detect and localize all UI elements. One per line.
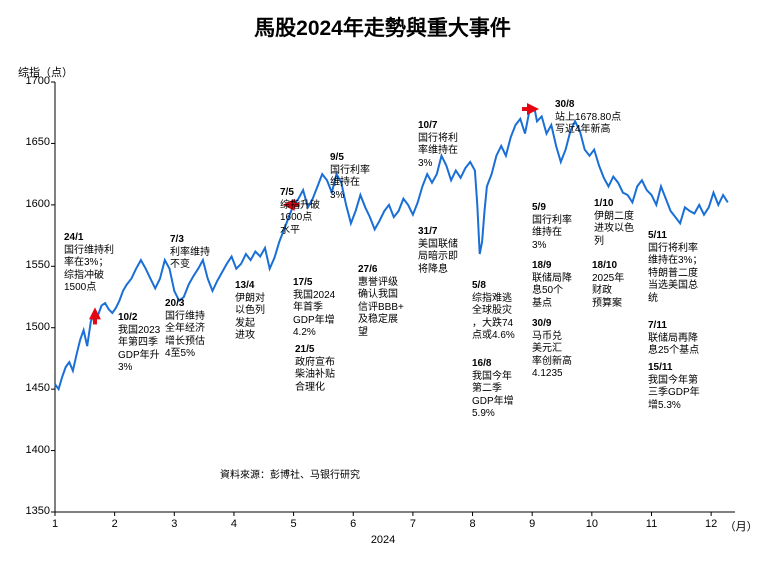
annotation: 24/1国行维持利 率在3%； 综指冲破 1500点: [64, 232, 114, 295]
annotation-date: 5/8: [472, 280, 515, 293]
annotation-date: 16/8: [472, 358, 514, 371]
annotation-text: 国行利率 维持在 3%: [532, 215, 572, 253]
annotation-text: 利率维持 不变: [170, 247, 210, 272]
annotation-date: 30/8: [555, 99, 621, 112]
annotation: 27/6惠誉评级 确认我国 信评BBB+ 及稳定展 望: [358, 264, 404, 339]
annotation: 5/11国行将利率 维持在3%； 特朗普二度 当选美国总 统: [648, 230, 702, 305]
annotation-text: 我国2024 年首季 GDP年增 4.2%: [293, 290, 335, 340]
annotation: 30/9马币兑 美元汇 率创新高 4.1235: [532, 318, 572, 381]
annotation: 5/9国行利率 维持在 3%: [532, 202, 572, 252]
annotation-date: 9/5: [330, 152, 370, 165]
annotation-text: 伊朗对 以色列 发起 进攻: [235, 293, 265, 343]
annotation-text: 国行维持 全年经济 增长预估 4至5%: [165, 311, 205, 361]
annotation-date: 7/11: [648, 320, 699, 333]
annotation: 7/11联储局再降 息25个基点: [648, 320, 699, 358]
annotation-text: 马币兑 美元汇 率创新高 4.1235: [532, 331, 572, 381]
annotation-date: 15/11: [648, 362, 700, 375]
annotation-text: 综指升破 1600点 水平: [280, 200, 320, 238]
annotation-date: 27/6: [358, 264, 404, 277]
annotation-text: 我国今年第 三季GDP年 增5.3%: [648, 375, 700, 413]
annotation: 1/10伊朗二度 进攻以色 列: [594, 198, 634, 248]
annotation-date: 7/5: [280, 187, 320, 200]
annotation: 15/11我国今年第 三季GDP年 增5.3%: [648, 362, 700, 412]
annotation-text: 2025年 财政 预算案: [592, 273, 624, 311]
annotation: 7/3利率维持 不变: [170, 234, 210, 272]
annotation-date: 1/10: [594, 198, 634, 211]
annotation: 9/5国行利率 维持在 3%: [330, 152, 370, 202]
annotation-date: 18/9: [532, 260, 572, 273]
annotation-text: 美国联储 局暗示即 将降息: [418, 239, 458, 277]
annotation-text: 站上1678.80点 写近4年新高: [555, 112, 621, 137]
annotation-date: 20/3: [165, 298, 205, 311]
annotation: 16/8我国今年 第二季 GDP年增 5.9%: [472, 358, 514, 421]
annotation-date: 17/5: [293, 277, 335, 290]
annotation: 18/9联储局降 息50个 基点: [532, 260, 572, 310]
annotation-date: 13/4: [235, 280, 265, 293]
annotation-date: 10/2: [118, 312, 160, 325]
annotation: 31/7美国联储 局暗示即 将降息: [418, 226, 458, 276]
annotation-text: 政府宣布 柴油补贴 合理化: [295, 357, 335, 395]
annotation: 21/5政府宣布 柴油补贴 合理化: [295, 344, 335, 394]
annotation: 18/102025年 财政 预算案: [592, 260, 624, 310]
annotation-text: 伊朗二度 进攻以色 列: [594, 211, 634, 249]
annotation-date: 31/7: [418, 226, 458, 239]
annotation-text: 我国2023 年第四季 GDP年升 3%: [118, 325, 160, 375]
annotation-text: 我国今年 第二季 GDP年增 5.9%: [472, 371, 514, 421]
annotation-text: 国行将利 率维持在 3%: [418, 133, 458, 171]
annotation: 20/3国行维持 全年经济 增长预估 4至5%: [165, 298, 205, 361]
annotation-text: 国行将利率 维持在3%； 特朗普二度 当选美国总 统: [648, 243, 702, 306]
annotation: 10/7国行将利 率维持在 3%: [418, 120, 458, 170]
annotation: 30/8站上1678.80点 写近4年新高: [555, 99, 621, 137]
annotation-date: 24/1: [64, 232, 114, 245]
annotation-date: 5/11: [648, 230, 702, 243]
annotation-text: 联储局降 息50个 基点: [532, 273, 572, 311]
annotation-text: 联储局再降 息25个基点: [648, 333, 699, 358]
annotation: 7/5综指升破 1600点 水平: [280, 187, 320, 237]
annotation: 17/5我国2024 年首季 GDP年增 4.2%: [293, 277, 335, 340]
annotation-date: 30/9: [532, 318, 572, 331]
annotation-text: 国行维持利 率在3%； 综指冲破 1500点: [64, 245, 114, 295]
annotation-text: 综指难逃 全球股灾 ，大跌74 点或4.6%: [472, 293, 515, 343]
annotation-date: 18/10: [592, 260, 624, 273]
annotation-date: 10/7: [418, 120, 458, 133]
annotation: 5/8综指难逃 全球股灾 ，大跌74 点或4.6%: [472, 280, 515, 343]
annotation: 13/4伊朗对 以色列 发起 进攻: [235, 280, 265, 343]
annotation-date: 7/3: [170, 234, 210, 247]
annotation-date: 5/9: [532, 202, 572, 215]
source-note: 資料來源：彭博社、马银行研究: [220, 466, 360, 481]
annotation-text: 惠誉评级 确认我国 信评BBB+ 及稳定展 望: [358, 277, 404, 340]
annotation-date: 21/5: [295, 344, 335, 357]
annotation-text: 国行利率 维持在 3%: [330, 165, 370, 203]
annotation: 10/2我国2023 年第四季 GDP年升 3%: [118, 312, 160, 375]
arrow-marker: [527, 103, 539, 115]
